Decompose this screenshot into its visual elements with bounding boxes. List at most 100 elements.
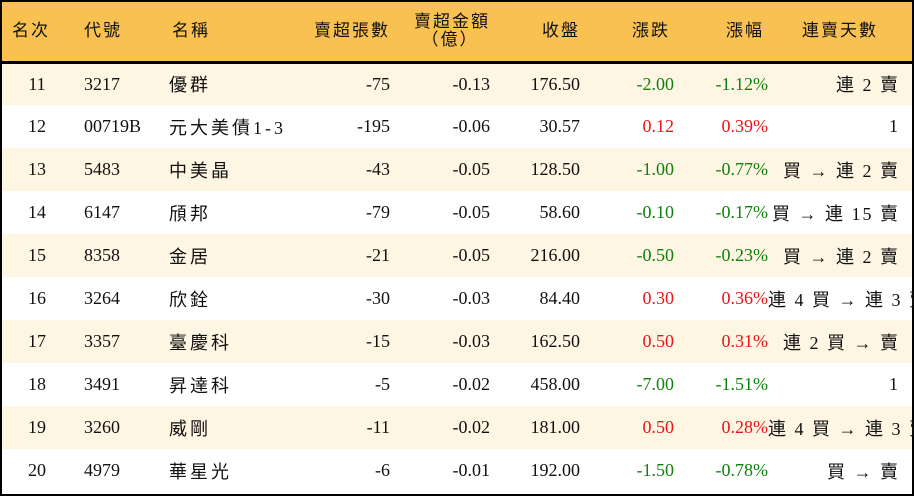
cell-close: 458.00 [530,374,581,394]
header-net-sell-amount-line1: 賣超金額 [414,12,490,32]
cell-net-sell-amount: -0.02 [452,374,491,394]
cell-change-pct: -0.77% [715,159,769,179]
cell-close: 216.00 [530,245,581,265]
cell-code: 8358 [84,245,120,265]
cell-rank: 12 [28,116,46,136]
table-row: 17 3357 臺慶科 -15 -0.03 162.50 0.50 0.31% … [2,320,912,363]
cell-close: 128.50 [530,159,581,179]
cell-net-sell-amount: -0.05 [452,202,491,222]
cell-name: 威剛 [169,418,211,439]
cell-rank: 15 [28,245,46,265]
cell-change-pct: 0.36% [721,288,769,308]
table-body: 11 3217 優群 -75 -0.13 176.50 -2.00 -1.12%… [2,62,914,492]
cell-net-sell-lots: -6 [375,460,390,480]
cell-streak: 連 4 買 → 連 3 賣 [768,289,914,310]
cell-close: 30.57 [539,116,581,136]
cell-rank: 14 [28,202,46,222]
table-row: 14 6147 頎邦 -79 -0.05 58.60 -0.10 -0.17% … [2,191,912,234]
cell-change: -1.50 [636,460,675,480]
cell-net-sell-lots: -11 [366,417,390,437]
cell-name: 中美晶 [169,160,232,181]
cell-name: 優群 [169,75,211,96]
cell-net-sell-lots: -15 [366,331,390,351]
cell-rank: 13 [28,159,46,179]
cell-streak: 1 [889,374,900,394]
cell-close: 181.00 [530,417,581,437]
header-change-pct: 漲幅 [674,2,768,64]
cell-net-sell-lots: -43 [366,159,390,179]
header-rank: 名次 [2,2,72,64]
cell-code: 3217 [84,73,120,94]
header-net-sell-lots: 賣超張數 [292,2,390,64]
cell-streak: 買 → 連 2 賣 [783,246,900,267]
cell-name: 頎邦 [169,203,211,224]
cell-change-pct: -0.78% [715,460,769,480]
cell-code: 00719B [84,116,142,136]
cell-code: 3491 [84,374,120,394]
cell-streak: 連 2 賣 [836,75,900,96]
cell-rank: 20 [28,460,46,480]
cell-change-pct: 0.31% [721,331,769,351]
table-header: 名次 代號 名稱 賣超張數 賣超金額 （億） 收盤 漲跌 漲幅 連賣天數 [2,2,912,64]
cell-change-pct: -1.12% [715,73,769,94]
cell-change: -0.50 [636,245,675,265]
cell-change: 0.50 [642,417,675,437]
cell-change-pct: -0.23% [715,245,769,265]
cell-rank: 18 [28,374,46,394]
cell-net-sell-lots: -5 [375,374,390,394]
header-net-sell-amount: 賣超金額 （億） [390,2,490,64]
cell-streak: 1 [889,116,900,136]
table-row: 18 3491 昇達科 -5 -0.02 458.00 -7.00 -1.51%… [2,363,912,406]
cell-net-sell-amount: -0.05 [452,159,491,179]
cell-name: 昇達科 [169,375,232,396]
cell-close: 176.50 [530,73,581,94]
cell-net-sell-amount: -0.01 [452,460,491,480]
cell-name: 華星光 [169,461,232,482]
cell-name: 臺慶科 [169,332,232,353]
cell-close: 84.40 [539,288,581,308]
cell-name: 欣銓 [169,289,211,310]
cell-code: 3264 [84,288,120,308]
cell-net-sell-amount: -0.02 [452,417,491,437]
cell-rank: 11 [28,73,46,94]
cell-code: 5483 [84,159,120,179]
cell-net-sell-lots: -79 [366,202,390,222]
cell-change: -0.10 [636,202,675,222]
cell-change: 0.12 [642,116,675,136]
cell-net-sell-amount: -0.03 [452,331,491,351]
cell-close: 162.50 [530,331,581,351]
cell-net-sell-amount: -0.05 [452,245,491,265]
cell-change-pct: -0.17% [715,202,769,222]
cell-net-sell-amount: -0.13 [452,73,491,94]
cell-change: -1.00 [636,159,675,179]
cell-streak: 連 2 買 → 賣 [783,332,900,353]
cell-code: 3357 [84,331,120,351]
cell-streak: 連 4 買 → 連 3 賣 [768,418,914,439]
cell-name: 金居 [169,246,211,267]
cell-change-pct: -1.51% [715,374,769,394]
cell-change-pct: 0.28% [721,417,769,437]
header-close: 收盤 [490,2,580,64]
cell-streak: 買 → 連 2 賣 [783,160,900,181]
cell-close: 192.00 [530,460,581,480]
cell-net-sell-amount: -0.06 [452,116,491,136]
cell-net-sell-lots: -75 [366,73,390,94]
cell-net-sell-amount: -0.03 [452,288,491,308]
table-row: 20 4979 華星光 -6 -0.01 192.00 -1.50 -0.78%… [2,449,912,492]
cell-change-pct: 0.39% [721,116,769,136]
cell-rank: 19 [28,417,46,437]
header-row: 名次 代號 名稱 賣超張數 賣超金額 （億） 收盤 漲跌 漲幅 連賣天數 [2,2,912,64]
header-streak: 連賣天數 [768,2,912,64]
table-row: 13 5483 中美晶 -43 -0.05 128.50 -1.00 -0.77… [2,148,912,191]
header-code: 代號 [72,2,169,64]
cell-change: -7.00 [636,374,675,394]
table-row: 16 3264 欣銓 -30 -0.03 84.40 0.30 0.36% 連 … [2,277,914,320]
table-row: 15 8358 金居 -21 -0.05 216.00 -0.50 -0.23%… [2,234,912,277]
header-net-sell-amount-unit: （億） [421,30,479,50]
table-row: 19 3260 威剛 -11 -0.02 181.00 0.50 0.28% 連… [2,406,914,449]
cell-streak: 買 → 賣 [827,461,900,482]
header-name: 名稱 [169,2,292,64]
cell-code: 4979 [84,460,120,480]
cell-streak: 買 → 連 15 賣 [772,203,900,224]
